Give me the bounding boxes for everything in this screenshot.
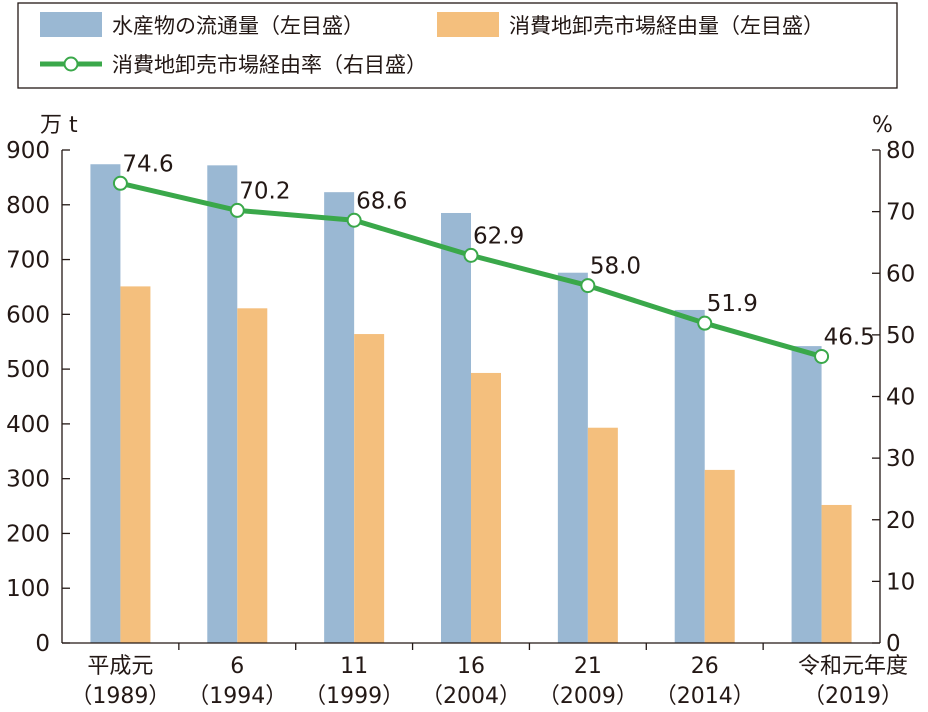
y-right-tick-label-4: 40 (886, 385, 915, 411)
x-category-year-1: （1994） (187, 684, 287, 709)
rate-data-label-3: 62.9 (473, 223, 524, 249)
x-category-label-2: 11 (340, 654, 368, 679)
y-left-tick-label-6: 600 (6, 302, 50, 328)
x-category-year-6: （2019） (803, 684, 903, 709)
rate-point-6 (814, 348, 830, 364)
axes (61, 150, 881, 650)
y-left-ticks: 0 100 200 300 400 500 600 700 800 900 (6, 138, 70, 657)
bar-market-volume-2 (354, 334, 385, 643)
legend-label-market-volume: 消費地卸売市場経由量（左目盛） (509, 14, 824, 38)
rate-point-1 (229, 202, 245, 218)
y-left-tick-label-9: 900 (6, 138, 50, 164)
y-right-unit: % (872, 113, 893, 138)
rate-data-label-2: 68.6 (356, 188, 407, 214)
bar-market-volume-0 (120, 286, 151, 643)
x-category-labels: 平成元 （1989） 6 （1994） 11 （1999） 16 （2004） 21 （2009）… (70, 654, 908, 709)
x-category-label-6: 令和元年度 (798, 654, 908, 679)
bar-market-volume-3 (471, 372, 501, 643)
legend-swatch-market-volume (437, 12, 499, 37)
bar-flow-2 (324, 192, 355, 643)
y-right-tick-label-2: 20 (886, 508, 915, 534)
bar-flow-6 (791, 346, 822, 643)
x-category-label-4: 21 (574, 654, 602, 679)
y-left-tick-label-7: 700 (6, 248, 50, 274)
rate-line (112, 175, 830, 364)
x-category-year-4: （2009） (538, 684, 638, 709)
rate-data-label-4: 58.0 (590, 254, 641, 280)
rate-point-0 (112, 175, 128, 191)
legend-label-flow: 水産物の流通量（左目盛） (112, 14, 364, 38)
x-category-year-2: （1999） (304, 684, 404, 709)
y-left-tick-label-2: 200 (6, 521, 50, 547)
y-right-tick-label-0: 0 (886, 631, 901, 657)
x-category-year-0: （1989） (70, 684, 170, 709)
bar-flow-0 (90, 164, 121, 643)
y-right-tick-label-8: 80 (886, 138, 915, 164)
legend-marker-rate (63, 56, 79, 72)
rate-point-3 (463, 247, 479, 263)
y-right-tick-label-5: 50 (886, 323, 915, 349)
y-left-tick-label-8: 800 (6, 193, 50, 219)
y-left-tick-label-0: 0 (35, 631, 50, 657)
bars-market-volume (120, 286, 852, 643)
rate-data-label-5: 51.9 (707, 291, 758, 317)
y-left-unit: 万 t (40, 113, 78, 138)
bar-market-volume-5 (704, 469, 735, 643)
legend: 水産物の流通量（左目盛） 消費地卸売市場経由量（左目盛） 消費地卸売市場経由率（… (17, 2, 898, 89)
bars-flow (90, 164, 822, 644)
rate-point-2 (346, 212, 362, 228)
bar-flow-5 (674, 309, 705, 643)
y-left-tick-label-4: 400 (6, 412, 50, 438)
rate-point-4 (580, 278, 596, 294)
bar-market-volume-6 (821, 504, 852, 643)
legend-swatch-flow (40, 12, 102, 37)
bar-flow-3 (441, 212, 471, 643)
x-category-label-1: 6 (230, 654, 244, 679)
y-right-tick-label-3: 30 (886, 446, 915, 472)
x-category-label-5: 26 (691, 654, 719, 679)
rate-point-5 (697, 315, 713, 331)
x-category-year-5: （2014） (655, 684, 755, 709)
rate-data-label-0: 74.6 (122, 151, 173, 177)
bar-flow-1 (207, 165, 238, 644)
bar-flow-4 (557, 272, 588, 643)
rate-data-label-6: 46.5 (824, 324, 875, 350)
y-right-tick-label-7: 70 (886, 200, 915, 226)
rate-data-labels: 74.6 70.2 68.6 62.9 58.0 51.9 46.5 (122, 151, 874, 350)
rate-data-label-1: 70.2 (239, 178, 290, 204)
y-right-tick-label-1: 10 (886, 569, 915, 595)
y-right-tick-label-6: 60 (886, 261, 915, 287)
y-left-tick-label-3: 300 (6, 467, 50, 493)
x-category-label-3: 16 (457, 654, 485, 679)
y-left-tick-label-5: 500 (6, 357, 50, 383)
bar-market-volume-1 (237, 308, 268, 643)
y-right-ticks: 0 10 20 30 40 50 60 70 80 (872, 138, 915, 657)
x-category-label-0: 平成元 (87, 654, 153, 679)
x-category-year-3: （2004） (421, 684, 521, 709)
y-left-tick-label-1: 100 (6, 576, 50, 602)
legend-label-rate: 消費地卸売市場経由率（右目盛） (112, 53, 427, 77)
bar-market-volume-4 (587, 427, 618, 643)
